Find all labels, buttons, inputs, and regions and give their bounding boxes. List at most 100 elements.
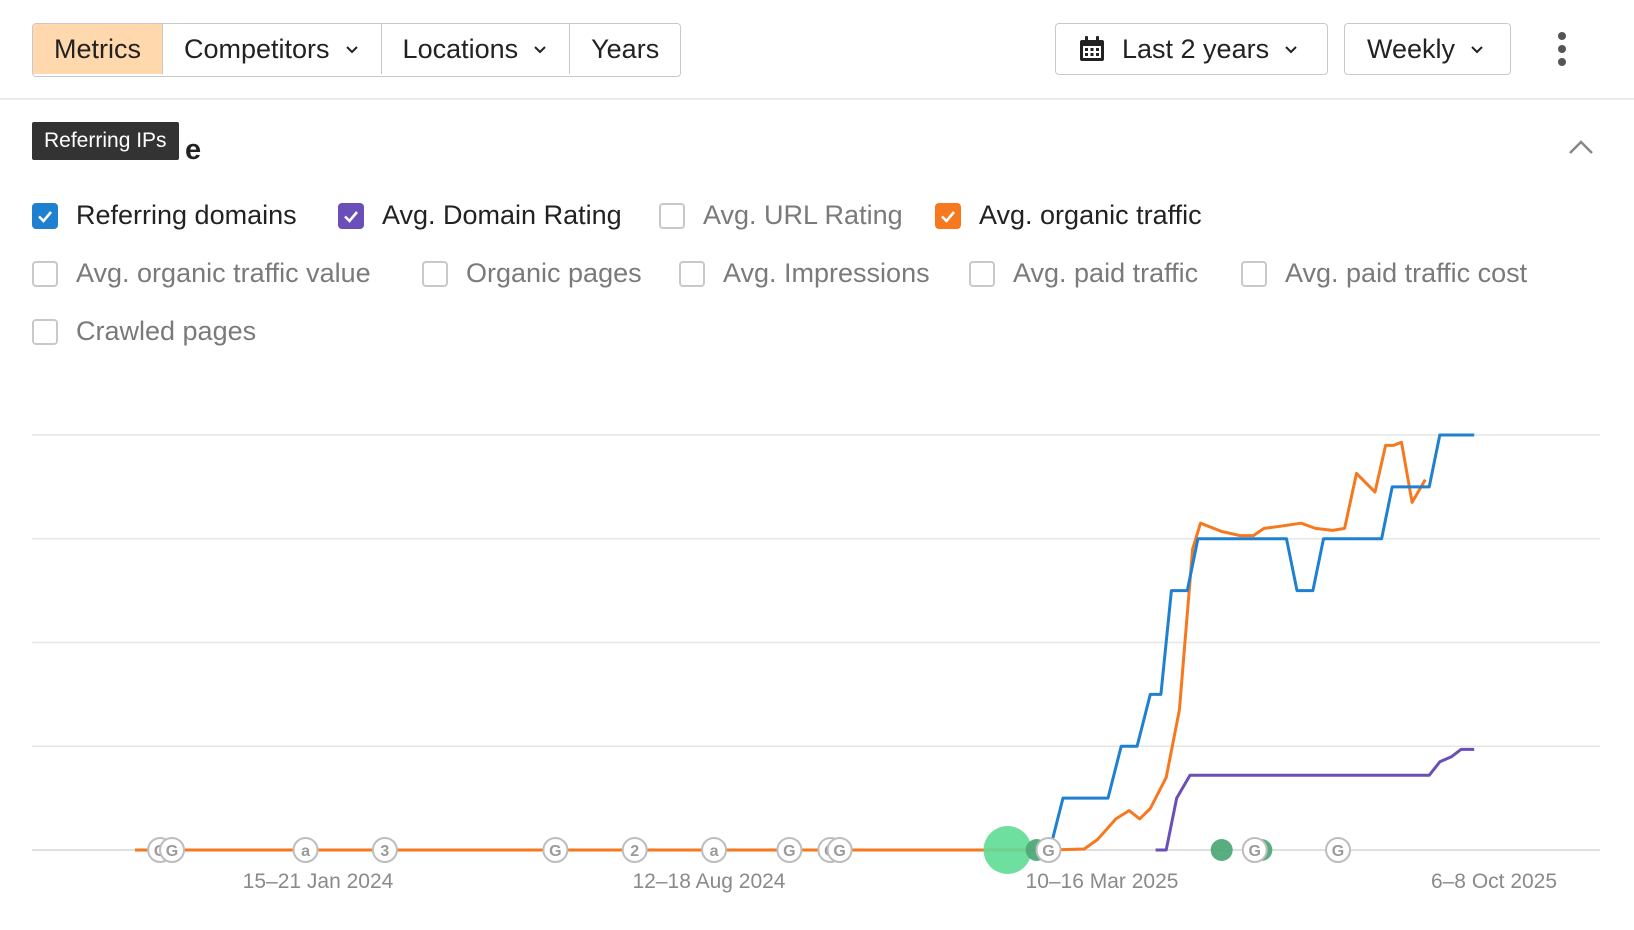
tab-locations-label: Locations <box>402 33 519 64</box>
annotation-dot[interactable] <box>983 826 1032 874</box>
series-line-referring-domains <box>1048 433 1475 851</box>
checkbox-label: Referring domains <box>76 200 297 230</box>
event-marker[interactable]: 3 <box>371 837 398 863</box>
event-marker-label: a <box>301 843 310 860</box>
event-marker-circle <box>701 837 728 863</box>
chevron-down-icon <box>1285 46 1297 54</box>
checkbox-avg-domain-rating[interactable]: Avg. Domain Rating <box>338 200 622 231</box>
series-line-avg-organic-traffic <box>135 440 1427 852</box>
checkbox-label: Avg. paid traffic cost <box>1285 258 1528 288</box>
event-marker[interactable]: G <box>542 837 569 863</box>
checkbox-label: Avg. organic traffic <box>979 200 1202 230</box>
event-marker-circle <box>776 837 803 863</box>
event-marker[interactable]: G <box>776 837 803 863</box>
checkbox-box[interactable] <box>969 260 995 287</box>
event-marker-circle <box>371 837 398 863</box>
chevron-down-icon <box>1471 46 1483 54</box>
interval-label: Weekly <box>1367 33 1456 64</box>
checkbox-avg-url-rating[interactable]: Avg. URL Rating <box>659 200 903 231</box>
interval-dropdown[interactable]: Weekly <box>1344 23 1511 75</box>
checkbox-label: Avg. Impressions <box>723 258 930 288</box>
event-marker-label: G <box>549 843 561 860</box>
event-marker[interactable]: G <box>1035 837 1062 863</box>
x-tick-label: 12–18 Aug 2024 <box>633 870 786 893</box>
tab-metrics[interactable]: Metrics <box>33 24 163 74</box>
series-line-avg-domain-rating <box>1155 747 1475 852</box>
event-marker-circle <box>1325 837 1352 863</box>
chevron-up-icon[interactable] <box>1568 138 1594 158</box>
checkbox-box[interactable] <box>422 260 448 287</box>
checkbox-label: Avg. paid traffic <box>1013 258 1199 288</box>
checkbox-box[interactable] <box>935 202 961 229</box>
chart-grid <box>32 434 1600 851</box>
x-tick-label: 15–21 Jan 2024 <box>243 870 394 893</box>
event-marker[interactable]: G <box>826 837 853 863</box>
checkbox-box[interactable] <box>679 260 705 287</box>
check-icon <box>344 210 358 223</box>
event-marker-label: 2 <box>630 843 639 860</box>
checkbox-box[interactable] <box>32 318 58 345</box>
event-marker[interactable]: a <box>701 837 728 863</box>
event-marker[interactable]: G <box>1325 837 1352 863</box>
event-marker-label: a <box>710 843 719 860</box>
checkbox-crawled-pages[interactable]: Crawled pages <box>32 316 256 347</box>
tooltip: Referring IPs <box>32 122 179 160</box>
event-marker-circle <box>1035 837 1062 863</box>
event-marker-circle <box>159 837 186 863</box>
chart-series <box>135 433 1475 852</box>
checkbox-referring-domains[interactable]: Referring domains <box>32 200 297 231</box>
tab-competitors-label: Competitors <box>184 33 330 64</box>
calendar-icon <box>1080 36 1104 61</box>
section-title: e <box>185 134 202 166</box>
chart-x-ticks: 15–21 Jan 2024 12–18 Aug 2024 10–16 Mar 20… <box>243 870 1557 893</box>
annotation-dot[interactable] <box>1210 839 1233 861</box>
date-range-dropdown[interactable]: Last 2 years <box>1055 23 1328 75</box>
check-icon <box>38 210 52 223</box>
checkbox-organic-pages[interactable]: Organic pages <box>422 258 642 289</box>
checkbox-avg-impressions[interactable]: Avg. Impressions <box>679 258 930 289</box>
tab-locations[interactable]: Locations <box>381 24 571 74</box>
x-tick-label: 6–8 Oct 2025 <box>1431 870 1557 893</box>
more-vertical-icon[interactable] <box>1552 32 1572 66</box>
event-marker-circle <box>292 837 319 863</box>
checkbox-box[interactable] <box>659 202 685 229</box>
date-range-label: Last 2 years <box>1122 33 1270 64</box>
tab-years-label: Years <box>591 33 660 64</box>
checkbox-box[interactable] <box>338 202 364 229</box>
checkbox-label: Organic pages <box>466 258 642 288</box>
tab-years[interactable]: Years <box>570 24 681 74</box>
chevron-down-icon <box>345 46 358 54</box>
checkbox-label: Avg. Domain Rating <box>382 200 622 230</box>
view-segmented-control: Metrics Competitors Locations Years <box>32 23 682 77</box>
event-marker-circle <box>1241 837 1268 863</box>
event-marker-circle <box>542 837 569 863</box>
check-icon <box>941 210 955 223</box>
toolbar: Metrics Competitors Locations Years Last… <box>0 0 1634 100</box>
checkbox-avg-organic-traffic[interactable]: Avg. organic traffic <box>935 200 1202 231</box>
event-marker[interactable]: 2 <box>621 837 648 863</box>
event-marker-label: G <box>833 843 845 860</box>
checkbox-box[interactable] <box>1241 260 1267 287</box>
chevron-down-icon <box>534 46 546 54</box>
chart-event-markers: GGa3G2aGGGGGG <box>147 837 1352 863</box>
event-marker-label: G <box>1249 843 1261 860</box>
checkbox-box[interactable] <box>32 260 58 287</box>
event-marker-label: G <box>1332 843 1344 860</box>
checkbox-label: Avg. organic traffic value <box>76 258 371 288</box>
checkbox-box[interactable] <box>32 202 58 229</box>
x-tick-label: 10–16 Mar 2025 <box>1026 870 1179 893</box>
event-marker-circle <box>826 837 853 863</box>
tab-metrics-label: Metrics <box>54 33 141 64</box>
event-marker[interactable]: G <box>159 837 186 863</box>
tab-competitors[interactable]: Competitors <box>163 24 382 74</box>
event-marker[interactable]: G <box>1241 837 1268 863</box>
checkbox-avg-organic-traffic-value[interactable]: Avg. organic traffic value <box>32 258 371 289</box>
event-marker-label: G <box>1042 843 1054 860</box>
checkbox-avg-paid-traffic[interactable]: Avg. paid traffic <box>969 258 1198 289</box>
checkbox-label: Avg. URL Rating <box>703 200 903 230</box>
checkbox-label: Crawled pages <box>76 316 257 346</box>
event-marker-circle <box>621 837 648 863</box>
event-marker[interactable]: a <box>292 837 319 863</box>
checkbox-avg-paid-traffic-cost[interactable]: Avg. paid traffic cost <box>1241 258 1527 289</box>
